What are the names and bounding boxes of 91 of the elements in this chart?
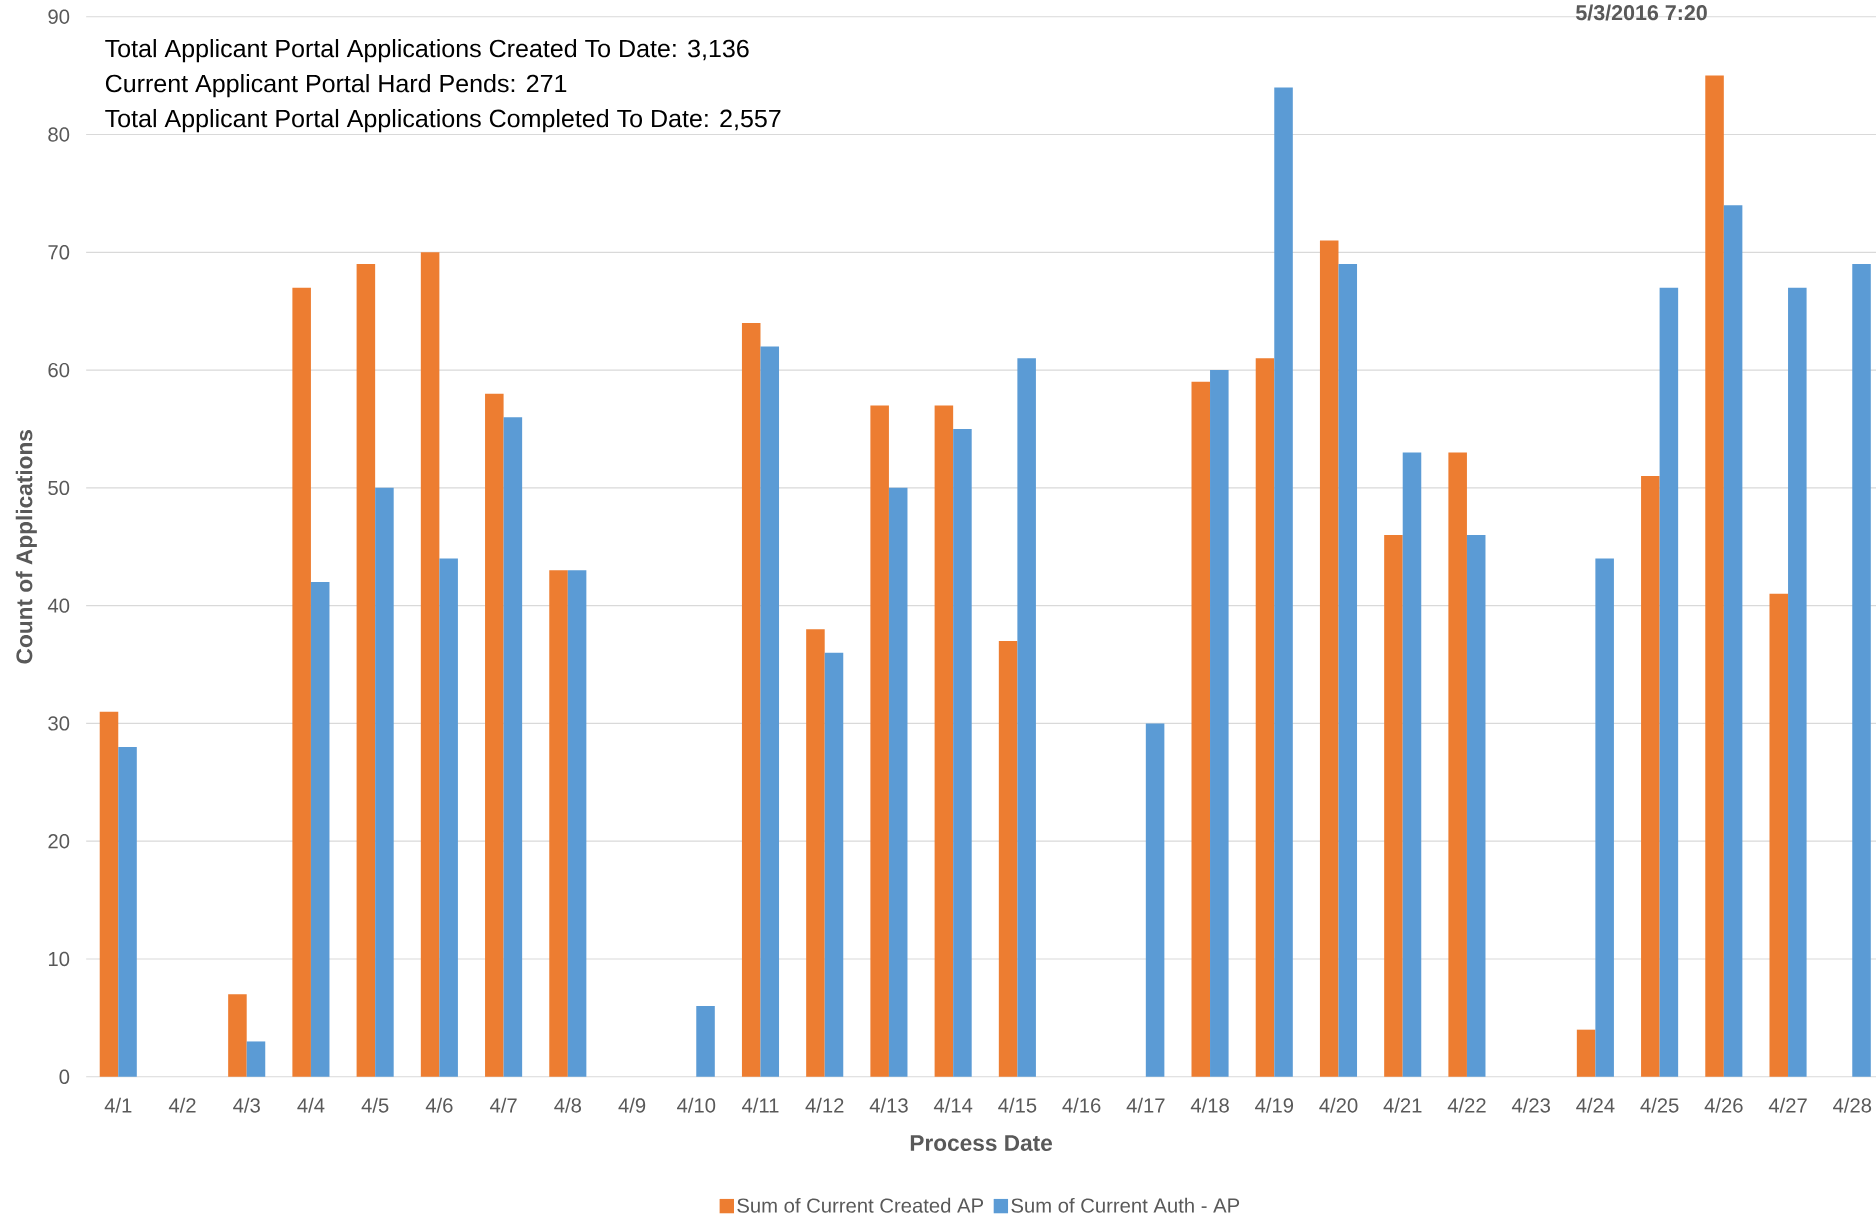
- bar: [1595, 558, 1614, 1078]
- bar: [1145, 723, 1165, 1078]
- bar: [1769, 594, 1789, 1078]
- bar: [439, 558, 458, 1078]
- bar: [1705, 75, 1724, 1078]
- x-tick-label: 4/14: [933, 1097, 973, 1113]
- bar: [118, 747, 137, 1078]
- x-tick-label: 4/1: [104, 1097, 132, 1113]
- bar: [1210, 370, 1229, 1078]
- y-tick-label: 10: [48, 952, 70, 967]
- x-tick-label: 4/10: [677, 1097, 716, 1113]
- x-tick-label: 4/8: [554, 1097, 582, 1113]
- bar: [1319, 240, 1339, 1078]
- bar: [1852, 264, 1871, 1078]
- bar: [1384, 535, 1403, 1078]
- bar: [228, 994, 247, 1078]
- bar: [953, 429, 972, 1078]
- bar: [1255, 358, 1275, 1078]
- y-tick-label: 90: [48, 9, 70, 25]
- bar: [1274, 87, 1293, 1078]
- x-tick-label: 4/22: [1447, 1097, 1486, 1113]
- x-tick-label: 4/23: [1511, 1097, 1550, 1113]
- y-tick-label: 50: [48, 480, 70, 496]
- bar: [1017, 358, 1036, 1078]
- x-tick-label: 4/27: [1768, 1097, 1807, 1113]
- bar: [310, 582, 330, 1078]
- y-tick-label: 60: [48, 363, 70, 378]
- annotation: Total Applicant Portal Applications Created To Date: 3,136: [105, 39, 749, 63]
- x-tick-label: 4/6: [425, 1097, 453, 1113]
- bar: [1466, 535, 1486, 1078]
- bar: [998, 641, 1018, 1078]
- x-tick-label: 4/26: [1704, 1097, 1743, 1113]
- bar: [1576, 1029, 1596, 1078]
- bar: [99, 711, 119, 1078]
- annotation: 5/3/2016 7:20: [1576, 4, 1707, 21]
- bar: [549, 570, 568, 1078]
- bar: [888, 488, 908, 1078]
- bar: [870, 405, 889, 1078]
- bar: [806, 629, 825, 1078]
- y-tick-label: 30: [48, 716, 70, 731]
- annotation: Total Applicant Portal Applications Completed To Date: 2,557: [105, 109, 781, 133]
- x-tick-label: 4/28: [1833, 1097, 1872, 1113]
- bar: [1788, 287, 1807, 1078]
- x-tick-label: 4/15: [998, 1097, 1037, 1113]
- x-tick-label: 4/12: [805, 1097, 844, 1113]
- x-tick-label: 4/5: [361, 1097, 389, 1113]
- x-tick-label: 4/17: [1126, 1097, 1165, 1113]
- x-tick-label: 4/20: [1319, 1097, 1358, 1113]
- bar: [934, 405, 954, 1078]
- y-axis-title: Count of Applications: [15, 430, 37, 664]
- bar: [1191, 382, 1211, 1078]
- bar: [1338, 264, 1358, 1078]
- x-tick-label: 4/21: [1383, 1097, 1422, 1113]
- bar: [420, 252, 440, 1078]
- bar: [1402, 452, 1422, 1078]
- x-tick-label: 4/19: [1255, 1097, 1294, 1113]
- y-tick-label: 0: [59, 1069, 70, 1085]
- bar: [1723, 205, 1743, 1078]
- bar: [356, 264, 376, 1078]
- x-axis-title: Process Date: [910, 1135, 1053, 1152]
- x-tick-label: 4/24: [1576, 1097, 1615, 1113]
- y-tick-label: 80: [48, 127, 70, 142]
- bar: [824, 653, 844, 1078]
- legend-label: Sum of Current Created AP: [737, 1198, 984, 1213]
- x-tick-label: 4/4: [297, 1097, 325, 1113]
- x-tick-label: 4/13: [869, 1097, 908, 1113]
- bar: [1659, 287, 1679, 1078]
- x-tick-label: 4/2: [168, 1097, 196, 1113]
- x-tick-label: 4/25: [1640, 1097, 1679, 1113]
- x-tick-label: 4/9: [618, 1097, 646, 1113]
- y-tick-label: 40: [47, 598, 70, 614]
- x-tick-label: 4/7: [489, 1097, 517, 1113]
- bar: [760, 346, 780, 1078]
- bar: [292, 287, 311, 1078]
- bar: [375, 488, 394, 1078]
- x-tick-label: 4/18: [1190, 1097, 1229, 1113]
- x-tick-label: 4/3: [233, 1097, 260, 1113]
- annotation: Current Applicant Portal Hard Pends: 271: [105, 74, 567, 98]
- x-tick-label: 4/11: [741, 1097, 779, 1113]
- bar: [1641, 476, 1660, 1078]
- bar: [1448, 452, 1467, 1078]
- bar: [246, 1041, 266, 1078]
- bar: [696, 1006, 715, 1078]
- bar: [741, 323, 761, 1078]
- bar: [503, 417, 523, 1078]
- x-tick-label: 4/16: [1062, 1097, 1101, 1113]
- y-tick-label: 20: [48, 834, 70, 849]
- y-tick-label: 70: [48, 245, 70, 260]
- bar: [567, 570, 587, 1078]
- legend-label: Sum of Current Auth - AP: [1011, 1198, 1240, 1213]
- bar: [485, 393, 504, 1078]
